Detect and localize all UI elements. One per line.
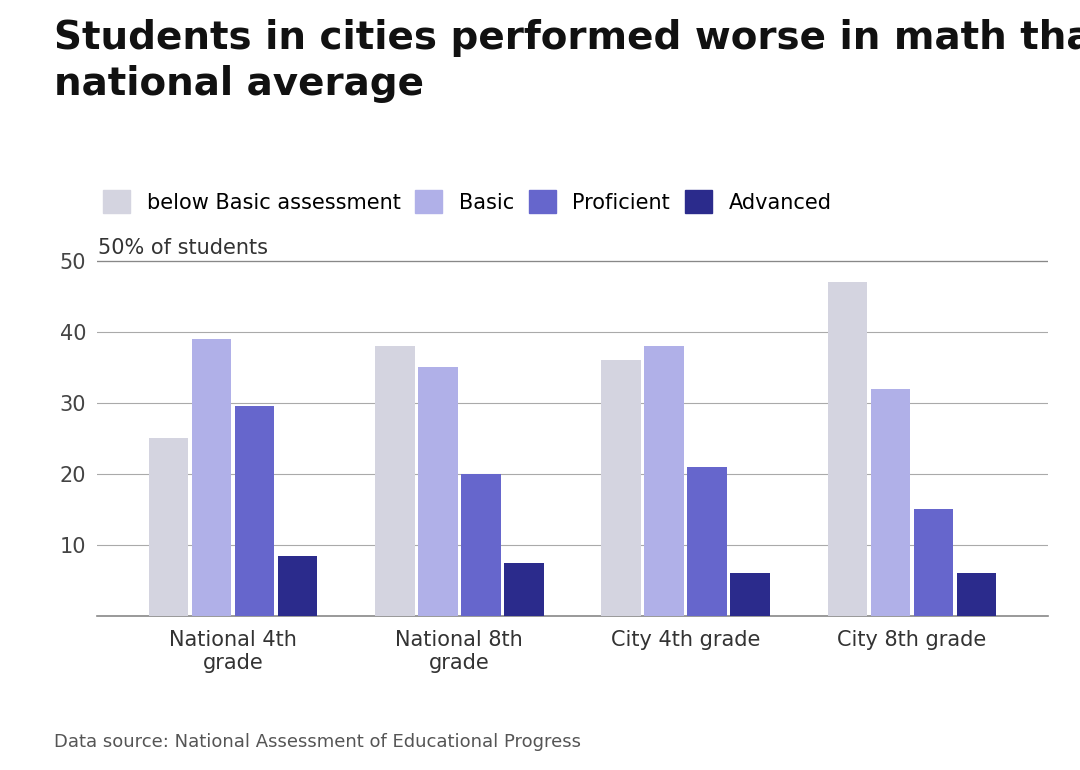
Bar xyxy=(278,556,318,616)
Bar xyxy=(870,389,910,616)
Text: Students in cities performed worse in math than
national average: Students in cities performed worse in ma… xyxy=(54,19,1080,102)
Bar xyxy=(730,574,770,616)
Bar xyxy=(602,360,640,616)
Bar xyxy=(234,407,274,616)
Bar xyxy=(687,467,727,616)
Bar xyxy=(418,367,458,616)
Bar xyxy=(914,510,954,616)
Text: 50% of students: 50% of students xyxy=(98,239,268,259)
Bar xyxy=(375,346,415,616)
Bar xyxy=(461,474,500,616)
Bar xyxy=(149,438,188,616)
Text: Data source: National Assessment of Educational Progress: Data source: National Assessment of Educ… xyxy=(54,733,581,751)
Bar xyxy=(957,574,996,616)
Bar xyxy=(191,339,231,616)
Bar xyxy=(827,282,867,616)
Bar xyxy=(645,346,684,616)
Bar xyxy=(504,563,543,616)
Legend: below Basic assessment, Basic, Proficient, Advanced: below Basic assessment, Basic, Proficien… xyxy=(103,190,832,213)
